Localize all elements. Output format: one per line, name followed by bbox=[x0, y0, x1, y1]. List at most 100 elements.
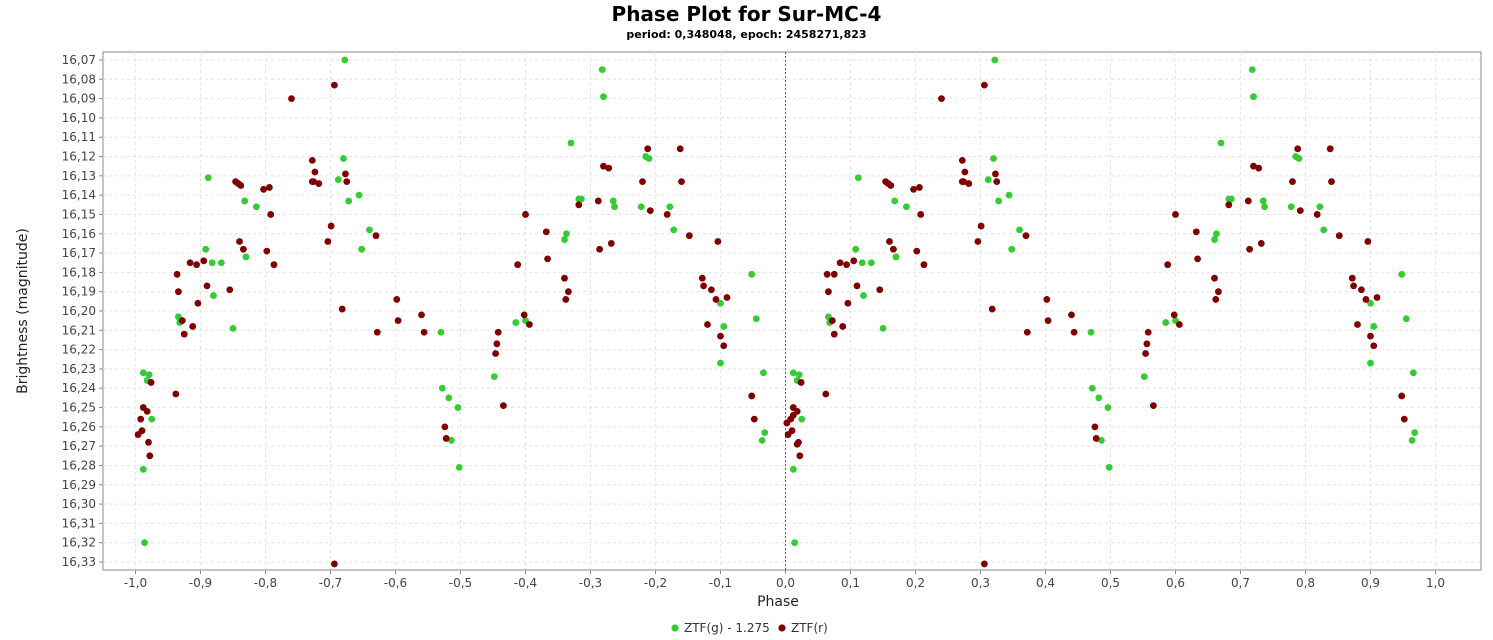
ztf-g-point bbox=[854, 174, 862, 182]
ztf-g-point bbox=[141, 539, 149, 547]
ztf-r-point bbox=[981, 81, 988, 89]
ztf-g-point bbox=[995, 197, 1003, 205]
ztf-r-point bbox=[394, 317, 402, 325]
x-tick-label: 0,9 bbox=[1361, 576, 1380, 590]
x-tick-label: -0,7 bbox=[319, 576, 342, 590]
ztf-r-point bbox=[678, 178, 685, 186]
ztf-r-point bbox=[639, 178, 646, 186]
ztf-g-point bbox=[454, 404, 462, 411]
ztf-r-point bbox=[988, 305, 996, 313]
ztf-r-point bbox=[1164, 261, 1172, 269]
x-tick-label: 0,3 bbox=[971, 576, 990, 590]
ztf-r-point bbox=[596, 245, 603, 253]
ztf-r-point bbox=[646, 207, 654, 215]
y-tick-label: 16,31 bbox=[62, 516, 96, 530]
ztf-g-point bbox=[139, 369, 147, 377]
grid-lines bbox=[103, 52, 1481, 570]
ztf-r-point bbox=[324, 238, 332, 245]
y-tick-label: 16,28 bbox=[62, 458, 96, 472]
ztf-r-point bbox=[1043, 296, 1051, 303]
ztf-r-point bbox=[1142, 350, 1149, 357]
ztf-r-point bbox=[890, 245, 897, 253]
ztf-r-point bbox=[1255, 164, 1263, 172]
ztf-g-point bbox=[334, 176, 342, 184]
ztf-g-point bbox=[204, 174, 212, 182]
ztf-r-point bbox=[910, 185, 917, 193]
ztf-g-point bbox=[867, 259, 875, 267]
ztf-r-point bbox=[1364, 238, 1372, 245]
ztf-r-point bbox=[1367, 332, 1374, 340]
ztf-r-point bbox=[172, 390, 180, 398]
ztf-g-point bbox=[1411, 429, 1419, 437]
ztf-r-point bbox=[520, 311, 528, 319]
ztf-r-point bbox=[236, 238, 243, 245]
ztf-r-point bbox=[173, 270, 181, 278]
ztf-g-point bbox=[1398, 270, 1406, 278]
ztf-r-point bbox=[720, 342, 728, 350]
ztf-r-point bbox=[1289, 178, 1296, 186]
ztf-r-point bbox=[708, 286, 715, 294]
y-tick-label: 16,11 bbox=[62, 130, 96, 144]
ztf-r-point bbox=[993, 178, 1001, 186]
ztf-g-point bbox=[1095, 394, 1103, 402]
ztf-r-point bbox=[138, 427, 146, 435]
ztf-r-point bbox=[1358, 286, 1365, 294]
ztf-g-point bbox=[720, 323, 728, 330]
ztf-r-point bbox=[853, 282, 861, 290]
ztf-r-point bbox=[266, 184, 273, 191]
ztf-r-point bbox=[522, 211, 529, 218]
ztf-r-point bbox=[1070, 328, 1078, 336]
ztf-r-point bbox=[1348, 274, 1356, 282]
ztf-r-point bbox=[1354, 321, 1361, 328]
ztf-r-point bbox=[373, 328, 381, 336]
ztf-g-point bbox=[438, 384, 446, 392]
ztf-r-point bbox=[789, 411, 797, 419]
ztf-r-point bbox=[704, 321, 711, 328]
ztf-g-point bbox=[1104, 404, 1112, 411]
y-tick-label: 16,29 bbox=[62, 478, 96, 492]
ztf-r-point bbox=[270, 261, 278, 269]
ztf-g-point bbox=[752, 315, 760, 323]
ztf-r-point bbox=[1335, 232, 1343, 240]
ztf-r-point bbox=[607, 240, 615, 247]
ztf-g-point bbox=[217, 259, 225, 267]
ztf-r-point bbox=[237, 182, 245, 189]
ztf-g-point bbox=[145, 371, 153, 379]
x-tick-label: -0,3 bbox=[579, 576, 602, 590]
ztf-r-point bbox=[1023, 328, 1031, 336]
x-tick-label: 0,1 bbox=[841, 576, 860, 590]
ztf-r-point bbox=[876, 286, 884, 294]
ztf-g-point bbox=[242, 253, 250, 261]
chart-subtitle: period: 0,348048, epoch: 2458271,823 bbox=[626, 28, 867, 41]
legend-label: ZTF(r) bbox=[791, 621, 828, 635]
ztf-r-point bbox=[331, 560, 338, 568]
ztf-g-point bbox=[341, 56, 349, 64]
ztf-r-point bbox=[1143, 340, 1151, 348]
ztf-r-point bbox=[788, 427, 796, 435]
ztf-r-point bbox=[977, 222, 985, 230]
ztf-r-point bbox=[594, 197, 602, 205]
ztf-r-point bbox=[331, 81, 338, 89]
ztf-r-point bbox=[1225, 201, 1233, 209]
ztf-g-point bbox=[490, 373, 498, 381]
ztf-r-point bbox=[796, 452, 804, 460]
ztf-g-point bbox=[1320, 226, 1328, 234]
ztf-g-point bbox=[1211, 236, 1218, 243]
legend: ZTF(g) - 1.275 ZTF(r) bbox=[671, 621, 828, 635]
ztf-g-point bbox=[760, 369, 767, 377]
x-tick-label: -0,4 bbox=[514, 576, 537, 590]
ztf-g-point bbox=[670, 226, 678, 234]
ztf-r-point bbox=[544, 255, 551, 263]
y-tick-label: 16,16 bbox=[62, 227, 96, 241]
ztf-g-point bbox=[139, 465, 147, 473]
ztf-r-point bbox=[420, 328, 428, 336]
ztf-g-point bbox=[903, 203, 910, 211]
ztf-g-point bbox=[892, 253, 900, 261]
ztf-r-point bbox=[836, 259, 844, 267]
y-tick-label: 16,23 bbox=[62, 362, 96, 376]
ztf-g-point bbox=[340, 155, 347, 162]
ztf-r-point bbox=[311, 168, 319, 176]
ztf-g-point bbox=[366, 226, 373, 234]
x-axis-label: Phase bbox=[757, 594, 799, 610]
ztf-r-point bbox=[442, 435, 450, 442]
